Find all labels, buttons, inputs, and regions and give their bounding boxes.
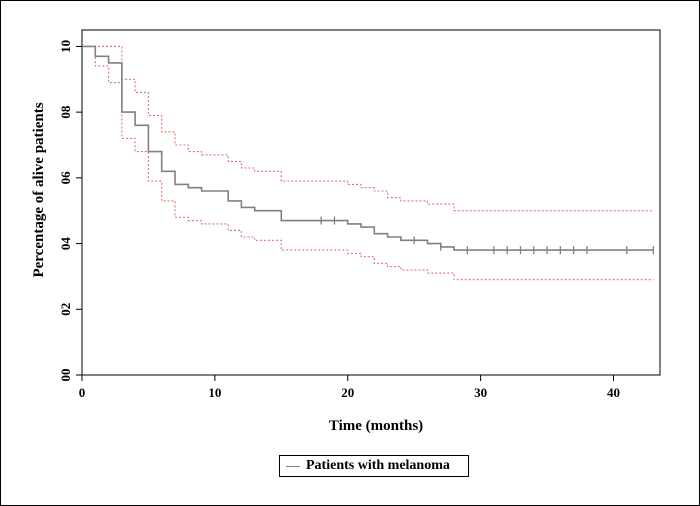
lower-confidence-line (82, 45, 654, 281)
legend: Patients with melanoma (279, 455, 469, 477)
y-axis-title: Percentage of alive patients (31, 102, 47, 277)
legend-label: Patients with melanoma (306, 458, 450, 473)
x-tick-label: 40 (607, 385, 620, 400)
y-tick-label: 02 (58, 303, 73, 316)
legend-swatch (286, 465, 300, 467)
y-tick-label: 08 (58, 105, 73, 119)
x-tick-label: 10 (208, 385, 221, 400)
x-tick-label: 0 (79, 385, 86, 400)
y-axis: 00 02 04 06 08 10 (58, 40, 82, 382)
y-tick-label: 04 (58, 237, 73, 251)
survival-curve (82, 45, 654, 251)
plot-area (81, 29, 661, 376)
upper-confidence-line (82, 45, 654, 212)
x-tick-label: 30 (474, 385, 487, 400)
x-axis-title: Time (months) (329, 418, 423, 434)
censor-marks (320, 216, 655, 255)
y-tick-label: 06 (58, 171, 73, 185)
x-axis: 0 10 20 30 40 (79, 375, 620, 400)
confidence-band (82, 45, 654, 281)
y-tick-label: 10 (58, 40, 73, 53)
y-tick-label: 00 (58, 369, 73, 382)
survival-curve-group (82, 45, 654, 251)
x-tick-label: 20 (341, 385, 354, 400)
